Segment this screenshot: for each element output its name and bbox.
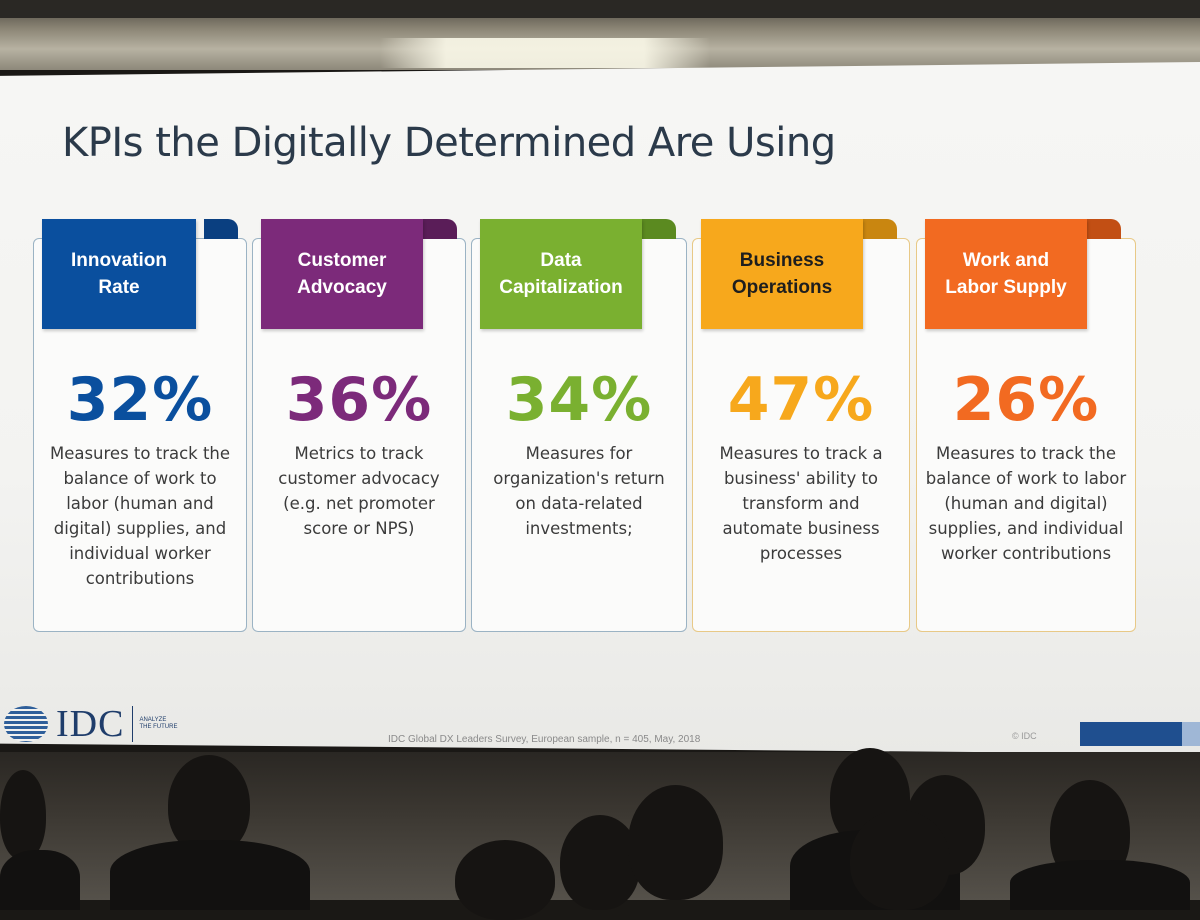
kpi-card-data-capitalization: Data Capitalization 34% Measures for org… — [471, 219, 687, 632]
kpi-percentage: 32% — [66, 365, 214, 435]
audience-head — [455, 840, 555, 920]
audience-shoulders — [0, 850, 80, 910]
audience-shoulders — [1010, 860, 1190, 910]
kpi-percentage: 47% — [727, 365, 875, 435]
ceiling-band — [0, 0, 1200, 18]
slide-title: KPIs the Digitally Determined Are Using — [62, 120, 836, 166]
ribbon-fold — [863, 219, 897, 239]
ceiling — [0, 0, 1200, 70]
audience-head — [560, 815, 640, 910]
ribbon-fold — [423, 219, 457, 239]
logo-tagline: ANALYZE THE FUTURE — [139, 717, 178, 730]
kpi-card-innovation-rate: Innovation Rate 32% Measures to track th… — [33, 219, 247, 632]
kpi-description: Measures for organization's return on da… — [493, 444, 665, 538]
globe-icon — [4, 706, 48, 742]
audience-shoulders — [110, 840, 310, 910]
kpi-label: Work and Labor Supply — [925, 219, 1087, 329]
kpi-percentage: 34% — [505, 365, 653, 435]
kpi-description: Measures to track the balance of work to… — [925, 444, 1127, 563]
footer-accent-bar — [1080, 722, 1200, 746]
kpi-percentage: 26% — [952, 365, 1100, 435]
logo-text: IDC — [56, 703, 125, 745]
source-note: IDC Global DX Leaders Survey, European s… — [388, 734, 701, 745]
kpi-label: Customer Advocacy — [261, 219, 423, 329]
audience-head — [850, 810, 950, 910]
logo-divider — [132, 706, 134, 742]
audience-head — [628, 785, 723, 900]
audience-head — [0, 770, 46, 860]
ribbon-fold — [204, 219, 238, 239]
copyright-text: © IDC — [1012, 731, 1037, 741]
kpi-card-work-and-labor-supply: Work and Labor Supply 26% Measures to tr… — [916, 219, 1136, 632]
kpi-label: Data Capitalization — [480, 219, 642, 329]
ribbon-fold — [1087, 219, 1121, 239]
kpi-percentage: 36% — [285, 365, 433, 435]
kpi-description: Measures to track a business' ability to… — [719, 444, 883, 563]
kpi-card-business-operations: Business Operations 47% Measures to trac… — [692, 219, 910, 632]
kpi-card-customer-advocacy: Customer Advocacy 36% Metrics to track c… — [252, 219, 466, 632]
idc-logo: IDC ANALYZE THE FUTURE — [4, 703, 179, 745]
ribbon-fold — [642, 219, 676, 239]
audience-head — [168, 755, 250, 855]
kpi-description: Metrics to track customer advocacy (e.g.… — [278, 444, 440, 538]
ceiling-light — [380, 38, 710, 68]
kpi-label: Business Operations — [701, 219, 863, 329]
kpi-label: Innovation Rate — [42, 219, 196, 329]
kpi-description: Measures to track the balance of work to… — [49, 444, 231, 588]
